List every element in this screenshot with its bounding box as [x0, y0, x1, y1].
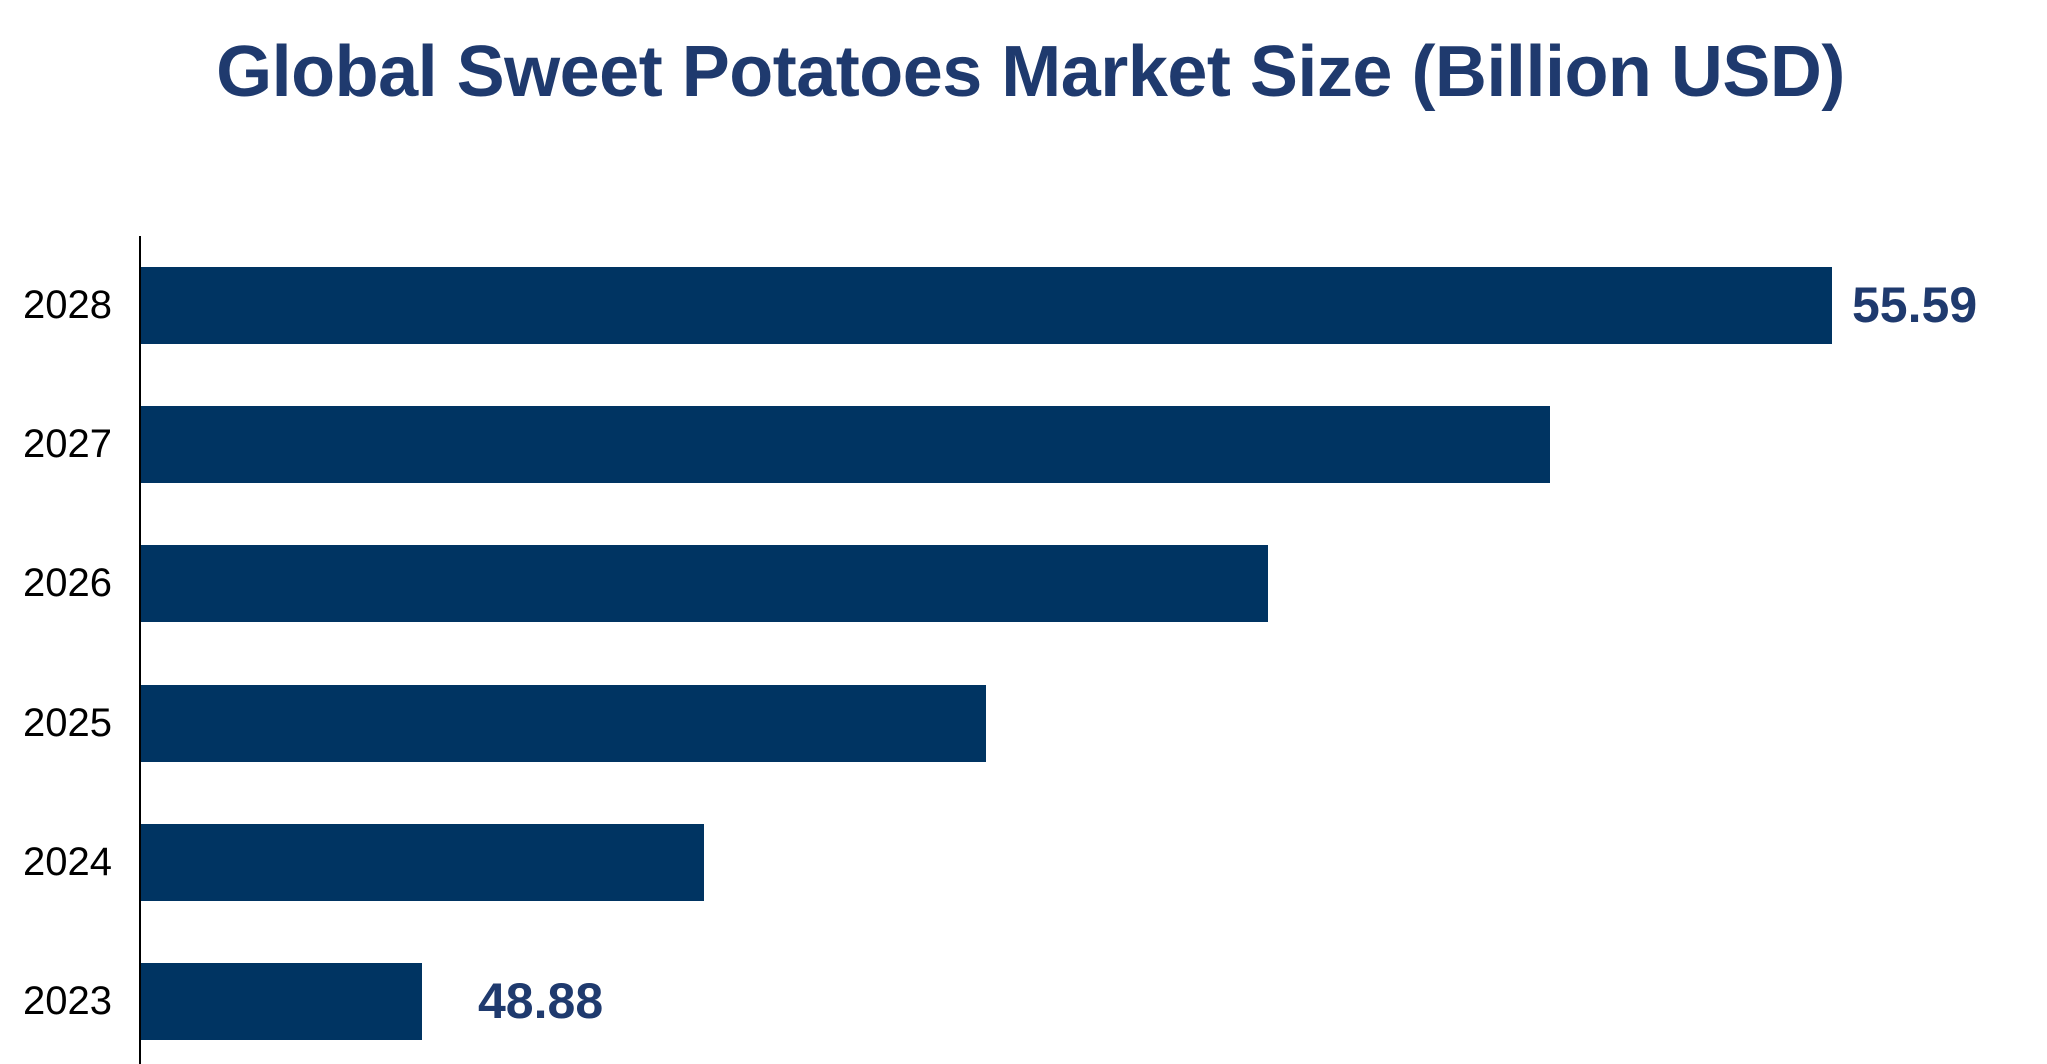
y-tick-label: 2026 — [23, 561, 112, 605]
bar-2023 — [141, 963, 422, 1040]
bar-2027 — [141, 406, 1550, 483]
bar-2026 — [141, 545, 1268, 622]
data-label-2028: 55.59 — [1852, 277, 1978, 333]
y-tick-label: 2024 — [23, 840, 112, 884]
bar-2024 — [141, 824, 704, 901]
y-tick-label: 2028 — [23, 283, 112, 327]
bar-2028 — [141, 267, 1832, 344]
data-label-2023: 48.88 — [478, 973, 604, 1029]
y-axis-line — [139, 236, 141, 1064]
bar-2025 — [141, 685, 986, 762]
y-tick-label: 2027 — [23, 422, 112, 466]
y-tick-label: 2025 — [23, 701, 112, 745]
chart-title: Global Sweet Potatoes Market Size (Billi… — [216, 32, 1845, 112]
y-tick-label: 2023 — [23, 979, 112, 1023]
